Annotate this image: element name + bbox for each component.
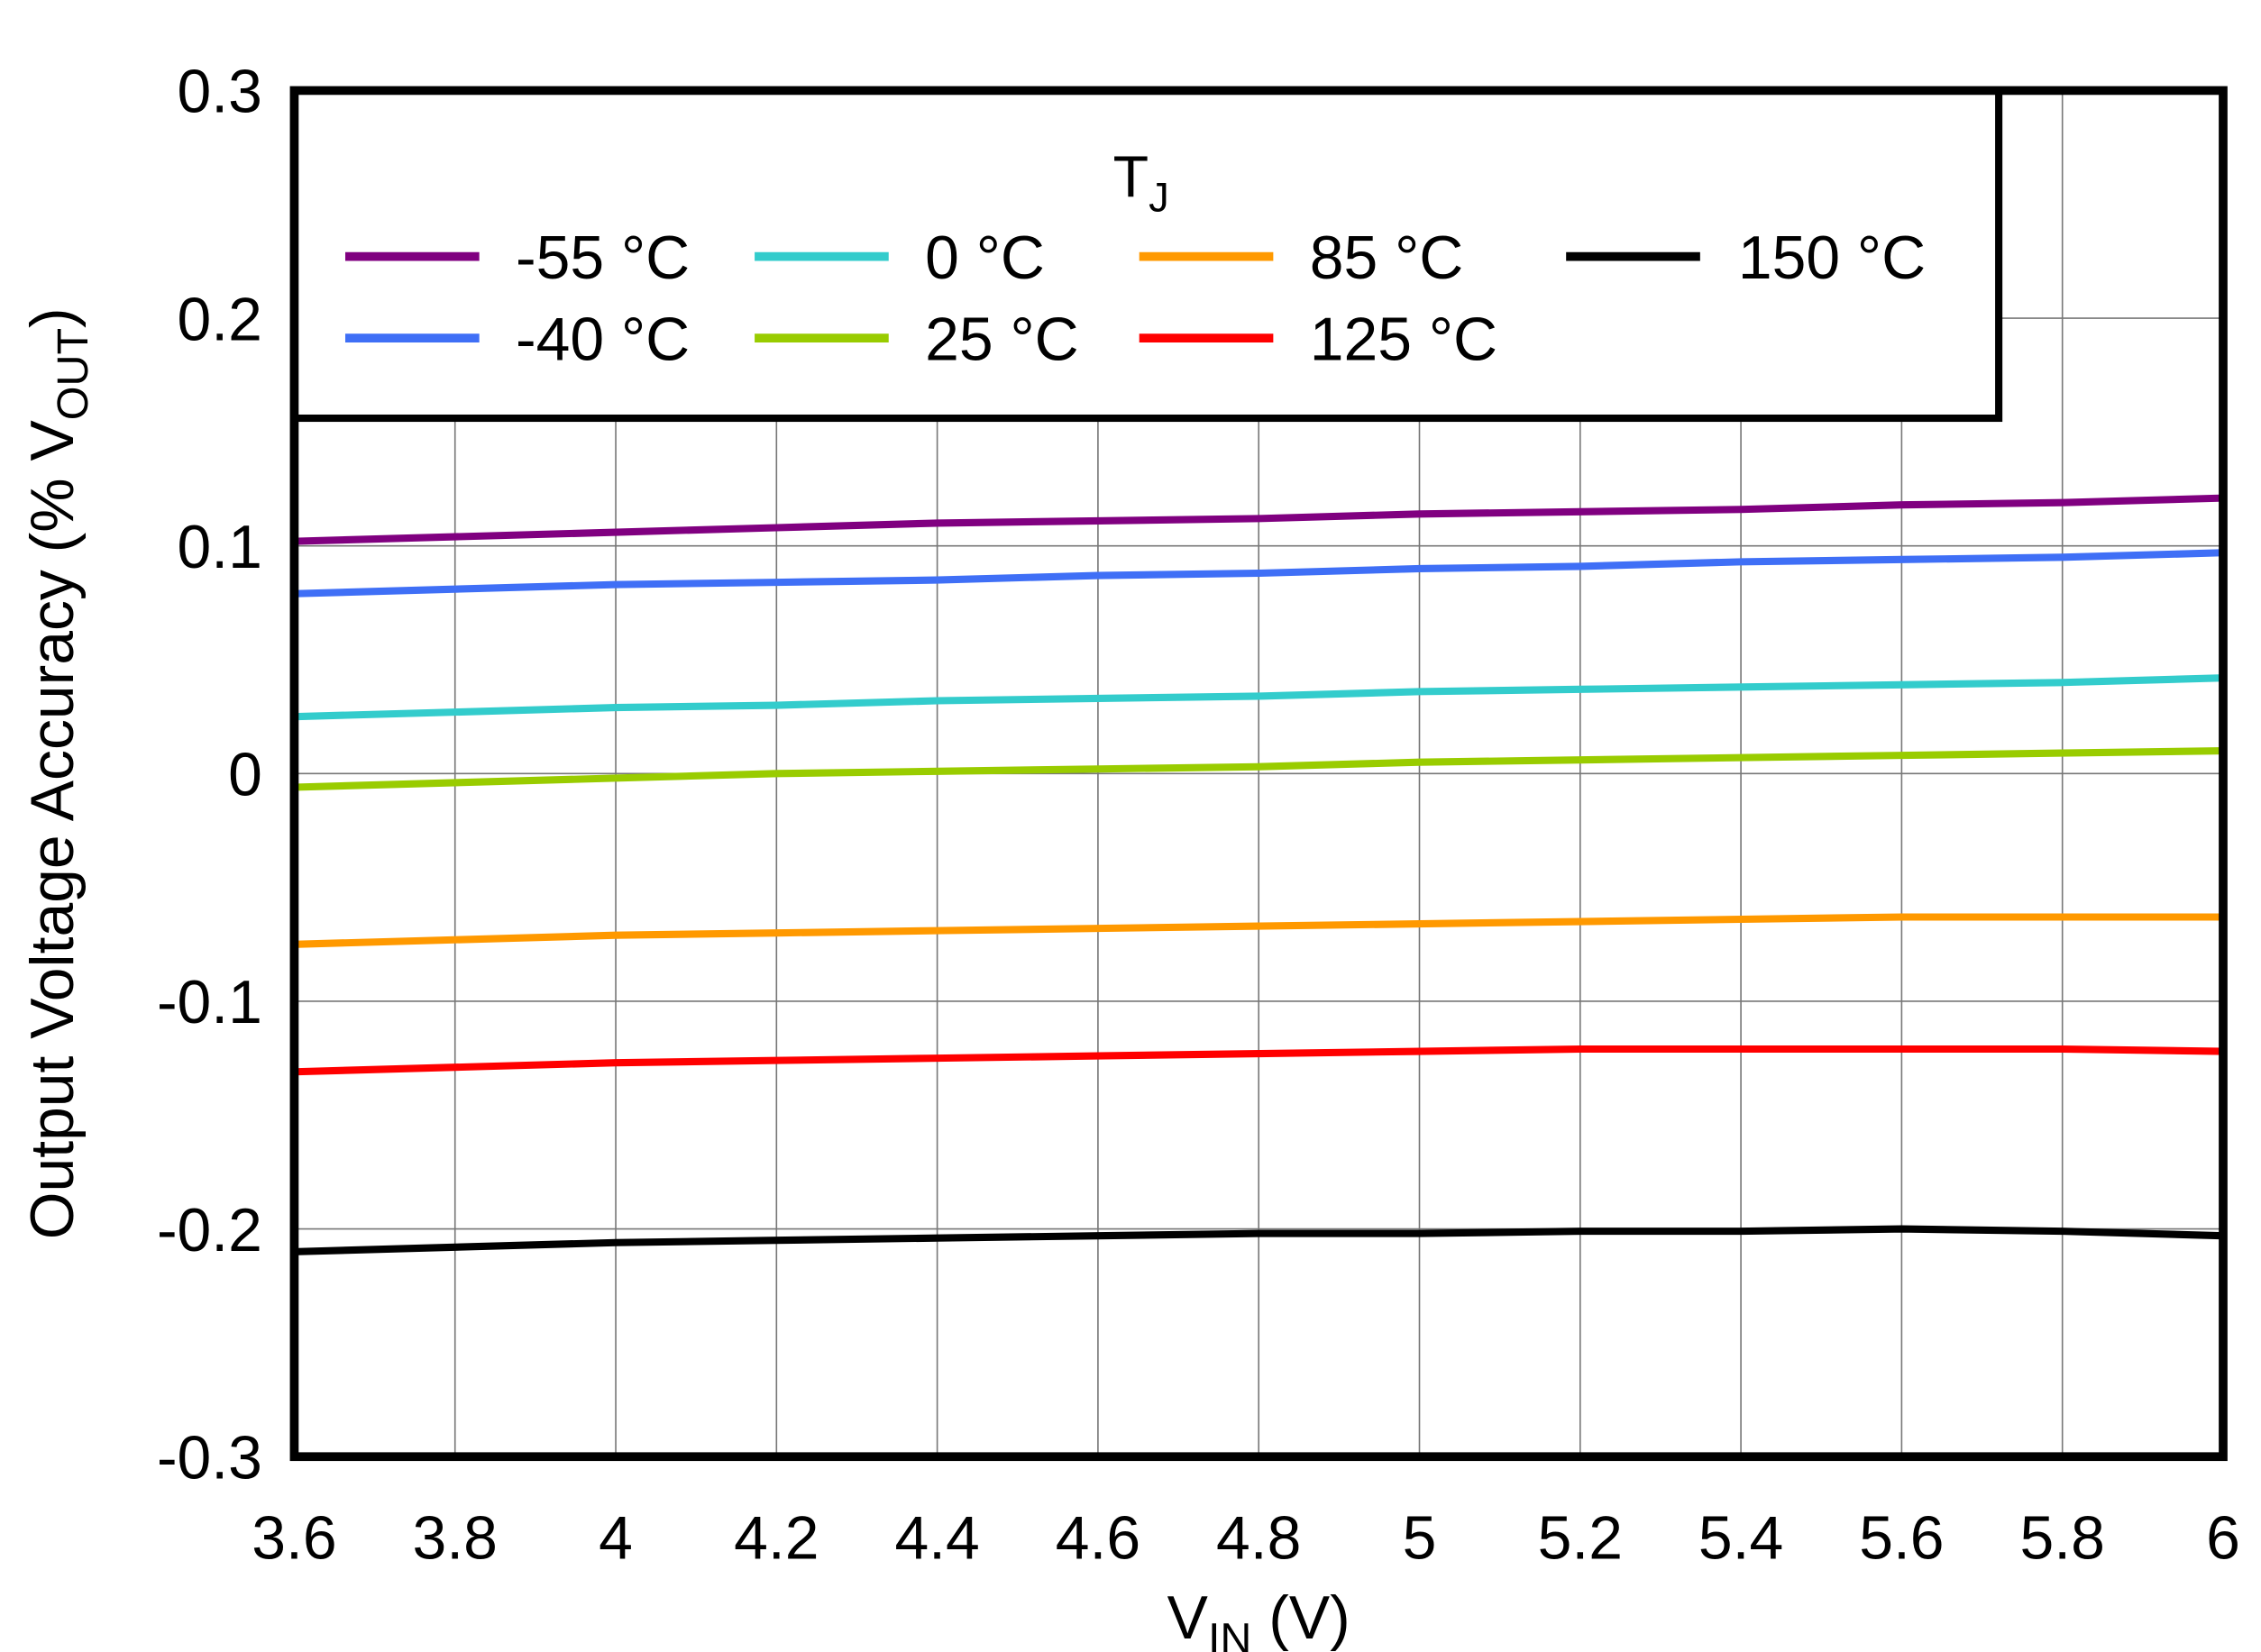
legend-label: -55 °C <box>516 224 690 292</box>
legend: TJ -55 °C -40 °C 0 °C 25 °C 85 °C 125 °C 150 °… <box>290 87 2003 423</box>
y-tick-label: -0.3 <box>157 1424 262 1492</box>
series-line-150c <box>294 1225 2224 1255</box>
y-tick-label: 0.1 <box>178 514 262 581</box>
y-tick-label: -0.1 <box>157 969 262 1036</box>
legend-label: 0 °C <box>925 224 1045 292</box>
x-tick-label: 3.6 <box>252 1504 336 1572</box>
x-tick-label: 5.2 <box>1538 1504 1623 1572</box>
y-axis-label: Output Voltage Accuracy (% VOUT) <box>19 307 97 1239</box>
series-lines <box>294 494 2224 1255</box>
legend-label: 25 °C <box>925 306 1078 373</box>
x-tick-label: 4.4 <box>894 1504 979 1572</box>
x-tick-label: 4 <box>599 1504 633 1572</box>
series-line-125c <box>294 1045 2224 1076</box>
series-line-25c <box>294 747 2224 791</box>
legend-title: TJ <box>1113 143 1169 220</box>
x-tick-label: 4.8 <box>1216 1504 1301 1572</box>
tick-labels: 3.6 3.8 4 4.2 4.4 4.6 4.8 5 5.2 5.4 5.6 5.8 6 0.3 0.2 0… <box>157 59 2240 1573</box>
legend-label: -40 °C <box>516 306 690 373</box>
y-tick-label: 0.2 <box>178 286 262 353</box>
series-line-85c <box>294 913 2223 948</box>
y-tick-label: 0.3 <box>178 59 262 126</box>
y-tick-label: 0 <box>228 742 262 809</box>
x-tick-label: 5.6 <box>1859 1504 1944 1572</box>
x-tick-label: 5 <box>1403 1504 1437 1572</box>
legend-label: 85 °C <box>1310 224 1463 292</box>
x-axis-label: VIN (V) <box>1167 1584 1350 1652</box>
series-line-0c <box>294 674 2224 721</box>
x-tick-label: 5.4 <box>1698 1504 1783 1572</box>
y-tick-label: -0.2 <box>157 1197 262 1264</box>
series-line--55c <box>294 494 2224 545</box>
x-tick-label: 3.8 <box>413 1504 498 1572</box>
legend-label: 125 °C <box>1310 306 1497 373</box>
legend-label: 150 °C <box>1738 224 1926 292</box>
x-tick-label: 4.2 <box>734 1504 819 1572</box>
series-line--40c <box>294 549 2224 598</box>
x-tick-label: 5.8 <box>2020 1504 2105 1572</box>
plot-frame <box>289 86 2228 1462</box>
x-tick-label: 4.6 <box>1056 1504 1140 1572</box>
x-tick-label: 6 <box>2206 1504 2240 1572</box>
